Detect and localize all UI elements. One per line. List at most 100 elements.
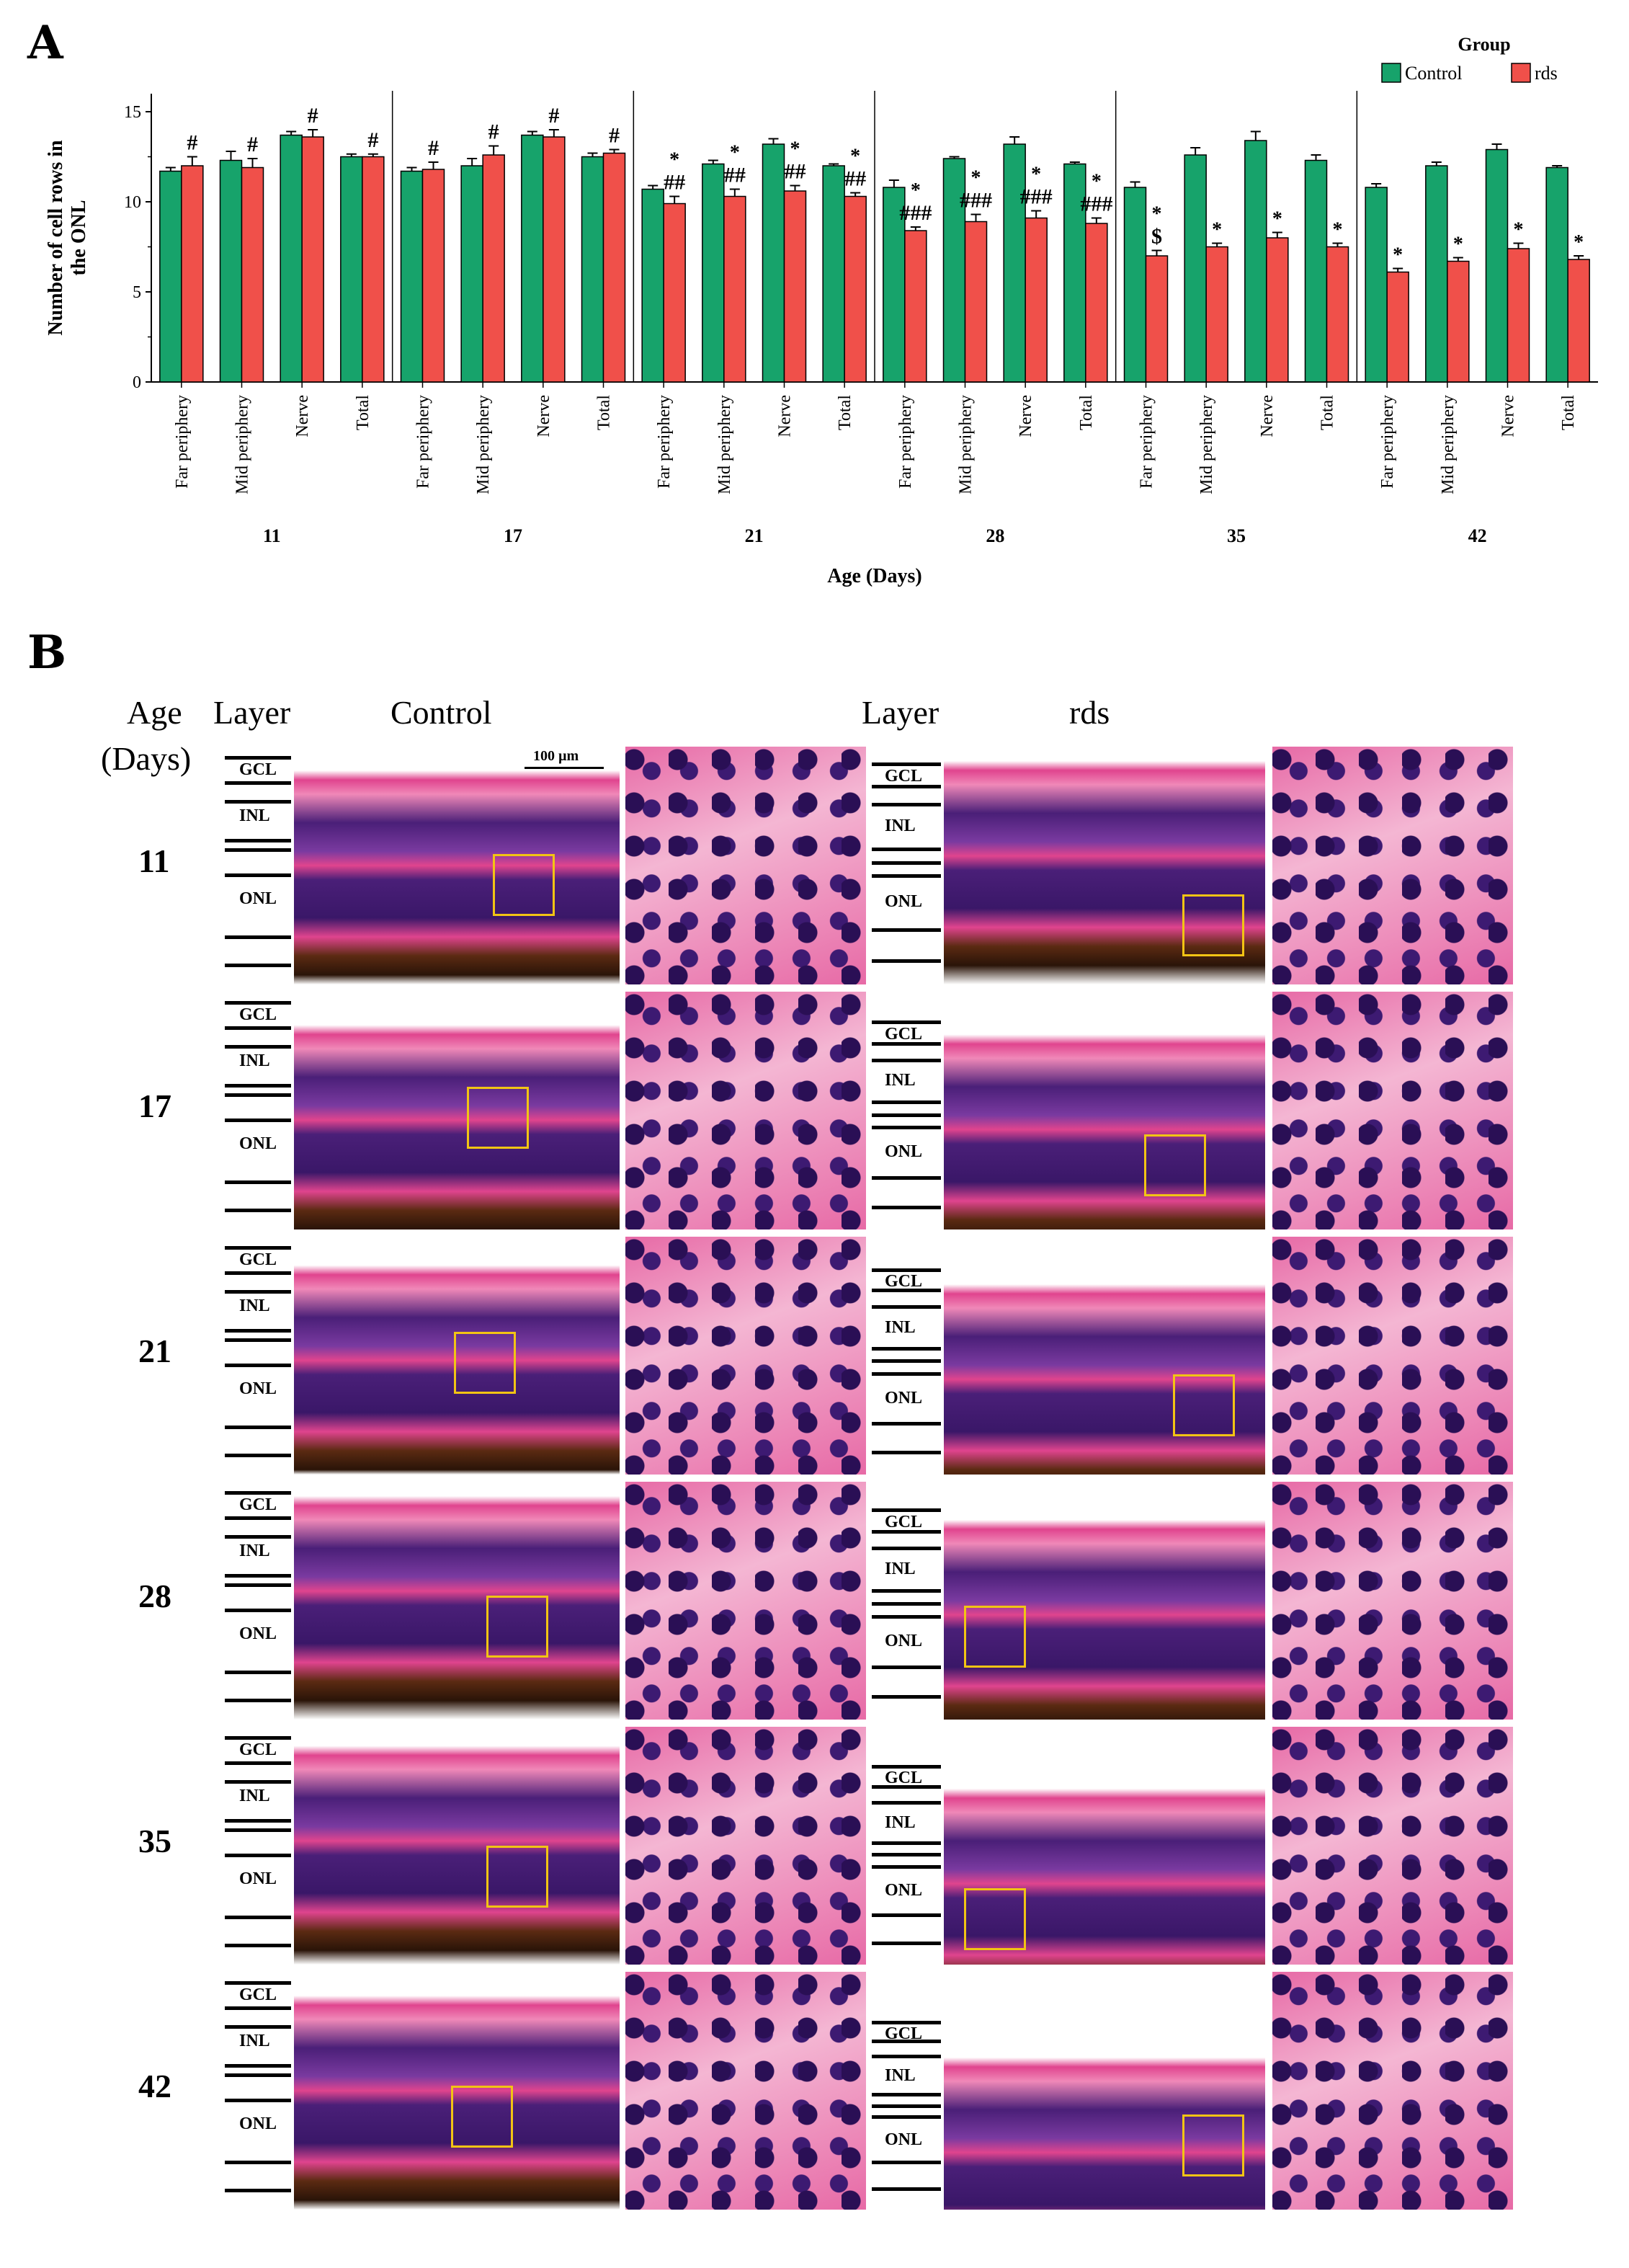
layer-boundary-line [225, 1208, 291, 1212]
x-tick-label: Far periphery [1378, 395, 1397, 489]
layer-boundary-line [225, 2099, 291, 2102]
bar-control [219, 159, 243, 383]
layer-label-onl: ONL [885, 892, 923, 912]
x-tick-label: Nerve [776, 395, 795, 437]
selection-box [486, 1596, 549, 1658]
age-group-label: 17 [504, 525, 522, 546]
rds-zoom-image [1272, 992, 1513, 1229]
layer-boundary-line [225, 1289, 291, 1294]
layer-boundary-line [225, 1980, 291, 1985]
x-tick-label: Far periphery [414, 395, 433, 489]
rds-zoom-image [1272, 1727, 1513, 1965]
layer-boundary-line [872, 2187, 941, 2191]
bar-control [460, 165, 483, 383]
scale-bar-label: 100 µm [533, 748, 579, 764]
bar-control [1365, 187, 1388, 383]
layer-boundary-line [225, 1828, 291, 1832]
layer-boundary-line [872, 1359, 941, 1364]
bar-control [1304, 159, 1328, 383]
significance-mark: ### [960, 189, 992, 213]
layer-boundary-line [225, 1093, 291, 1097]
layer-boundary-line [225, 2161, 291, 2165]
y-axis-title-line1: Number of cell rows in [45, 140, 67, 336]
layer-boundary-line [872, 847, 941, 851]
rds-zoom-image [1272, 747, 1513, 984]
age-row-label: 11 [138, 842, 170, 879]
bar-rds [241, 166, 264, 383]
significance-mark: * [850, 146, 860, 168]
significance-mark: ## [844, 167, 866, 191]
layer-boundary-line [225, 1698, 291, 1702]
layer-boundary-line [872, 2092, 941, 2096]
selection-box [1182, 2114, 1245, 2176]
layer-boundary-line [872, 874, 941, 879]
significance-mark: * [1333, 219, 1343, 241]
layer-boundary-line [872, 1529, 941, 1534]
layer-label-gcl: GCL [885, 1769, 923, 1788]
bar-rds [723, 195, 746, 383]
layer-boundary-line [225, 1671, 291, 1675]
layer-boundary-line [872, 1020, 941, 1025]
bar-rds [543, 136, 566, 383]
rds-retina-image [944, 1237, 1265, 1475]
control-zoom-tissue [625, 1482, 866, 1720]
layer-label-gcl: GCL [239, 1985, 277, 2005]
rds-retina-tissue [944, 1972, 1265, 2210]
selection-box [486, 1846, 549, 1908]
x-tick-label: Mid periphery [957, 395, 976, 494]
x-tick-label: Total [1559, 395, 1578, 430]
layer-label-onl: ONL [885, 1632, 923, 1651]
bar-rds [421, 169, 445, 383]
rds-retina-image [944, 992, 1265, 1229]
legend-label-rds: rds [1535, 63, 1558, 84]
legend-swatch-rds [1511, 63, 1531, 83]
bar-control [1244, 140, 1267, 383]
layer-label-inl: INL [885, 2066, 916, 2086]
x-tick-label: Total [354, 395, 372, 430]
significance-mark: * [1272, 208, 1282, 231]
layer-boundary-line [872, 959, 941, 964]
control-retina-tissue [294, 1237, 620, 1475]
bar-control [159, 170, 182, 383]
layer-boundary-line [225, 1426, 291, 1430]
significance-mark: # [367, 128, 378, 152]
bar-control [521, 134, 544, 383]
layer-label-onl: ONL [239, 889, 277, 909]
layer-boundary-line [872, 928, 941, 932]
layer-boundary-line [225, 1000, 291, 1005]
layer-boundary-line [225, 1329, 291, 1333]
rds-zoom-tissue [1272, 1482, 1513, 1720]
control-retina-image [294, 1727, 620, 1965]
control-retina-tissue [294, 1482, 620, 1720]
layer-boundary-line [872, 1058, 941, 1062]
layer-label-gcl: GCL [239, 1250, 277, 1270]
layer-label-inl: INL [239, 1542, 270, 1561]
significance-mark: # [428, 136, 439, 160]
significance-mark: # [308, 104, 318, 128]
age-group-label: 28 [986, 525, 1004, 546]
control-zoom-image [625, 992, 866, 1229]
layer-boundary-line [872, 2055, 941, 2059]
layer-boundary-line [225, 2188, 291, 2192]
selection-box [493, 853, 555, 916]
bar-rds [844, 195, 867, 383]
bar-control [581, 156, 604, 383]
y-tick-label: 0 [133, 373, 141, 392]
layer-boundary-line [872, 1126, 941, 1130]
x-axis-title: Age (Days) [827, 565, 921, 587]
layer-boundary-line [225, 1180, 291, 1185]
legend-title: Group [1458, 34, 1510, 55]
bar-control [762, 143, 785, 383]
rds-retina-image [944, 747, 1265, 984]
bar-chart: 0 5 10 15 Number of cell rows in the ONL # Far … [45, 34, 1598, 587]
layer-boundary-line [225, 873, 291, 877]
selection-box [1172, 1374, 1235, 1437]
header-layer-rds: Layer [862, 694, 940, 731]
scale-bar [525, 767, 604, 769]
control-retina-image: 100 µm [294, 747, 620, 984]
age-row-label: 28 [138, 1578, 171, 1614]
y-tick-label: 15 [124, 103, 141, 122]
x-tick-label: Mid periphery [474, 395, 493, 494]
bar-rds [783, 190, 807, 383]
control-retina-tissue [294, 1727, 620, 1965]
